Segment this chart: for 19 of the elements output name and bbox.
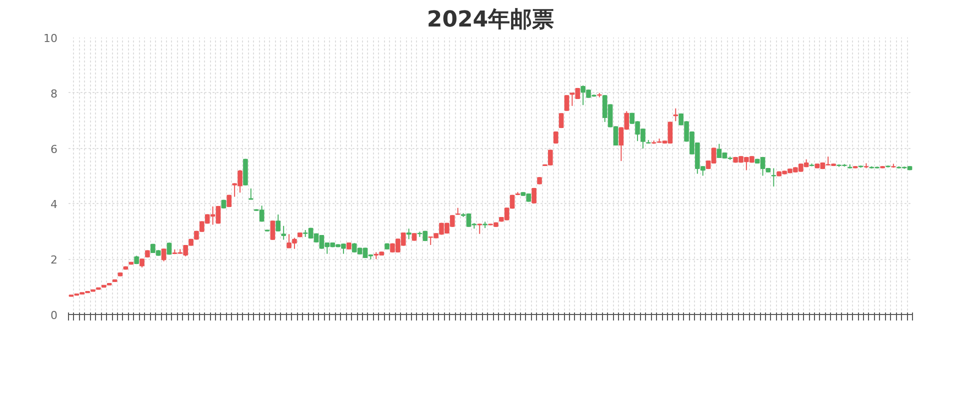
y-tick-label: 4 bbox=[50, 198, 58, 212]
y-tick-label: 2 bbox=[50, 254, 58, 267]
y-tick-label: 6 bbox=[50, 142, 58, 156]
candlestick bbox=[281, 225, 286, 240]
candlestick bbox=[558, 112, 564, 129]
y-tick-label: 8 bbox=[50, 87, 58, 100]
candlestick bbox=[166, 242, 172, 256]
candlestick bbox=[532, 187, 536, 204]
candlestick bbox=[270, 220, 276, 240]
candlestick bbox=[161, 248, 166, 262]
y-tick-label: 0 bbox=[50, 309, 58, 322]
y-tick-label: 10 bbox=[44, 32, 58, 45]
candlestick bbox=[406, 228, 412, 240]
candlestick bbox=[477, 223, 482, 234]
chart-title: 2024年邮票 bbox=[426, 8, 554, 32]
candlestick bbox=[564, 94, 570, 112]
candlestick bbox=[248, 188, 254, 200]
candlestick bbox=[276, 214, 281, 232]
candlestick bbox=[673, 108, 678, 122]
